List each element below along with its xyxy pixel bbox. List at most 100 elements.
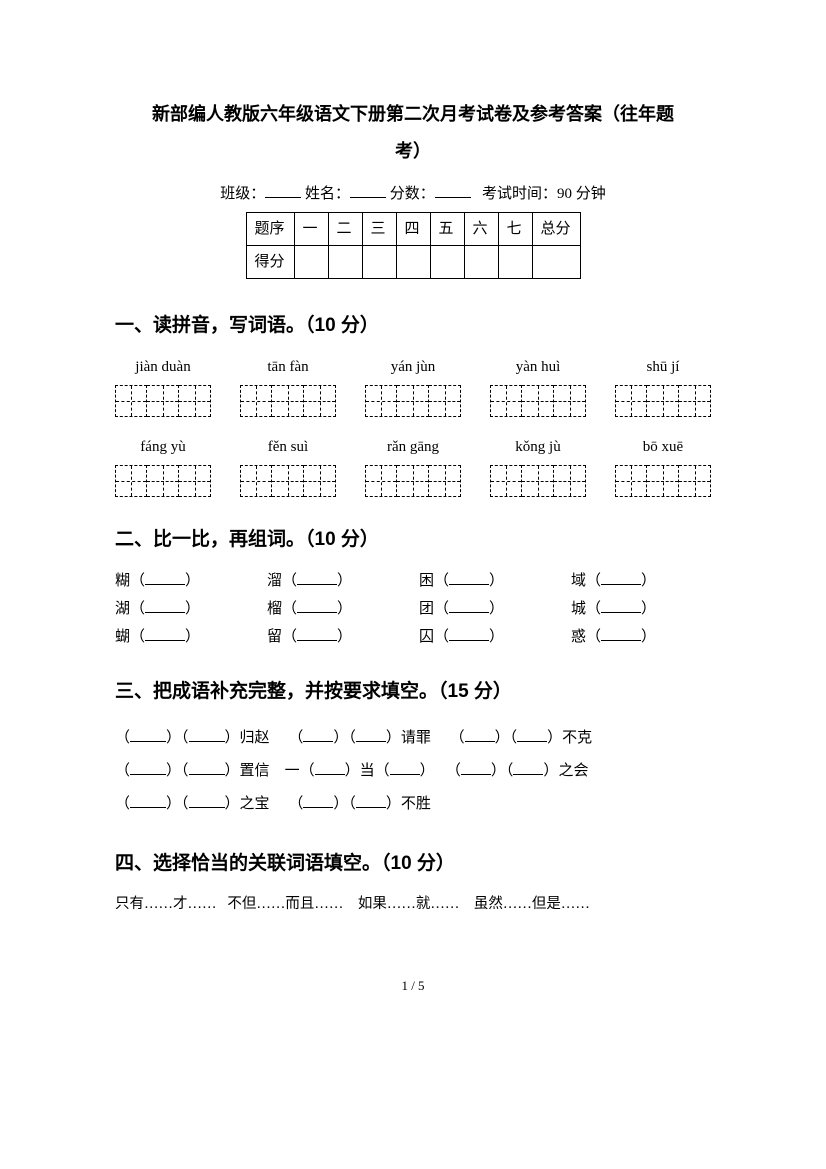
idiom-text: 归赵 — [240, 730, 270, 746]
fill-blank[interactable] — [130, 774, 166, 775]
pinyin-label: jiàn duàn — [115, 355, 211, 379]
fill-blank[interactable] — [601, 612, 641, 613]
pinyin-label: fáng yù — [115, 435, 211, 459]
section-3-title: 三、把成语补充完整，并按要求填空。（15 分） — [115, 677, 711, 707]
fill-blank[interactable] — [130, 741, 166, 742]
class-blank[interactable] — [265, 183, 301, 198]
table-cell: 二 — [328, 212, 362, 245]
compare-row: 蝴（） 留（） 囚（） 惑（） — [115, 625, 711, 649]
table-cell: 七 — [498, 212, 532, 245]
fill-blank[interactable] — [189, 807, 225, 808]
fill-blank[interactable] — [297, 612, 337, 613]
fill-blank[interactable] — [449, 584, 489, 585]
fill-blank[interactable] — [449, 612, 489, 613]
compare-char: 团 — [419, 601, 434, 617]
compare-item: 囚（） — [419, 625, 559, 649]
compare-item: 域（） — [571, 569, 711, 593]
score-cell[interactable] — [328, 245, 362, 278]
exam-header: 班级： 姓名： 分数： 考试时间：90 分钟 — [115, 182, 711, 206]
fill-blank[interactable] — [297, 584, 337, 585]
fill-blank[interactable] — [189, 741, 225, 742]
score-cell[interactable] — [464, 245, 498, 278]
score-label: 分数： — [390, 186, 435, 202]
fill-blank[interactable] — [601, 584, 641, 585]
name-blank[interactable] — [350, 183, 386, 198]
idiom-text: 请罪 — [401, 730, 431, 746]
pinyin-row-1: jiàn duàn tān fàn yán jùn yàn huì shū jí — [115, 355, 711, 379]
fill-blank[interactable] — [189, 774, 225, 775]
compare-char: 湖 — [115, 601, 130, 617]
conjunction-options: 只有……才…… 不但……而且…… 如果……就…… 虽然……但是…… — [115, 893, 711, 916]
document-subtitle: 考） — [115, 137, 711, 166]
score-cell[interactable] — [430, 245, 464, 278]
table-row: 题序 一 二 三 四 五 六 七 总分 — [246, 212, 580, 245]
score-cell[interactable] — [498, 245, 532, 278]
compare-char: 溜 — [267, 573, 282, 589]
compare-char: 留 — [267, 629, 282, 645]
char-box-group[interactable] — [240, 385, 336, 417]
pinyin-label: yán jùn — [365, 355, 461, 379]
fill-blank[interactable] — [356, 807, 386, 808]
compare-item: 榴（） — [267, 597, 407, 621]
idiom-text: 不胜 — [401, 796, 431, 812]
time-value: 90 分钟 — [557, 186, 606, 202]
score-cell[interactable] — [362, 245, 396, 278]
fill-blank[interactable] — [517, 741, 547, 742]
score-blank[interactable] — [435, 183, 471, 198]
fill-blank[interactable] — [461, 774, 491, 775]
box-row-1 — [115, 385, 711, 417]
char-box-group[interactable] — [490, 385, 586, 417]
char-box-group[interactable] — [115, 385, 211, 417]
table-cell: 四 — [396, 212, 430, 245]
fill-blank[interactable] — [145, 612, 185, 613]
fill-blank[interactable] — [390, 774, 420, 775]
compare-char: 糊 — [115, 573, 130, 589]
pinyin-label: fěn suì — [240, 435, 336, 459]
table-cell: 题序 — [246, 212, 294, 245]
compare-item: 城（） — [571, 597, 711, 621]
char-box-group[interactable] — [365, 465, 461, 497]
fill-blank[interactable] — [356, 741, 386, 742]
idiom-text: 当 — [360, 763, 375, 779]
fill-blank[interactable] — [601, 640, 641, 641]
fill-blank[interactable] — [315, 774, 345, 775]
fill-blank[interactable] — [303, 741, 333, 742]
score-cell[interactable] — [532, 245, 580, 278]
char-box-group[interactable] — [365, 385, 461, 417]
fill-blank[interactable] — [449, 640, 489, 641]
name-label: 姓名： — [305, 186, 350, 202]
table-cell: 总分 — [532, 212, 580, 245]
idiom-text: 不克 — [562, 730, 592, 746]
compare-item: 团（） — [419, 597, 559, 621]
fill-blank[interactable] — [130, 807, 166, 808]
fill-blank[interactable] — [465, 741, 495, 742]
char-box-group[interactable] — [615, 385, 711, 417]
pinyin-label: yàn huì — [490, 355, 586, 379]
pinyin-label: rǎn gāng — [365, 435, 461, 459]
compare-char: 榴 — [267, 601, 282, 617]
idiom-line: （）（）置信 一（）当（） （）（）之会 — [115, 755, 711, 788]
fill-blank[interactable] — [513, 774, 543, 775]
char-box-group[interactable] — [240, 465, 336, 497]
pinyin-label: kǒng jù — [490, 435, 586, 459]
char-box-group[interactable] — [490, 465, 586, 497]
fill-blank[interactable] — [303, 807, 333, 808]
char-box-group[interactable] — [615, 465, 711, 497]
compare-row: 湖（） 榴（） 团（） 城（） — [115, 597, 711, 621]
compare-item: 留（） — [267, 625, 407, 649]
score-cell[interactable] — [396, 245, 430, 278]
compare-item: 糊（） — [115, 569, 255, 593]
fill-blank[interactable] — [297, 640, 337, 641]
compare-item: 惑（） — [571, 625, 711, 649]
fill-blank[interactable] — [145, 640, 185, 641]
fill-blank[interactable] — [145, 584, 185, 585]
compare-item: 溜（） — [267, 569, 407, 593]
box-row-2 — [115, 465, 711, 497]
char-box-group[interactable] — [115, 465, 211, 497]
idiom-line: （）（）之宝 （）（）不胜 — [115, 788, 711, 821]
idiom-block: （）（）归赵 （）（）请罪 （）（）不克 （）（）置信 一（）当（） （）（）之… — [115, 722, 711, 821]
section-4-title: 四、选择恰当的关联词语填空。（10 分） — [115, 849, 711, 879]
table-row: 得分 — [246, 245, 580, 278]
score-cell[interactable] — [294, 245, 328, 278]
table-cell: 六 — [464, 212, 498, 245]
